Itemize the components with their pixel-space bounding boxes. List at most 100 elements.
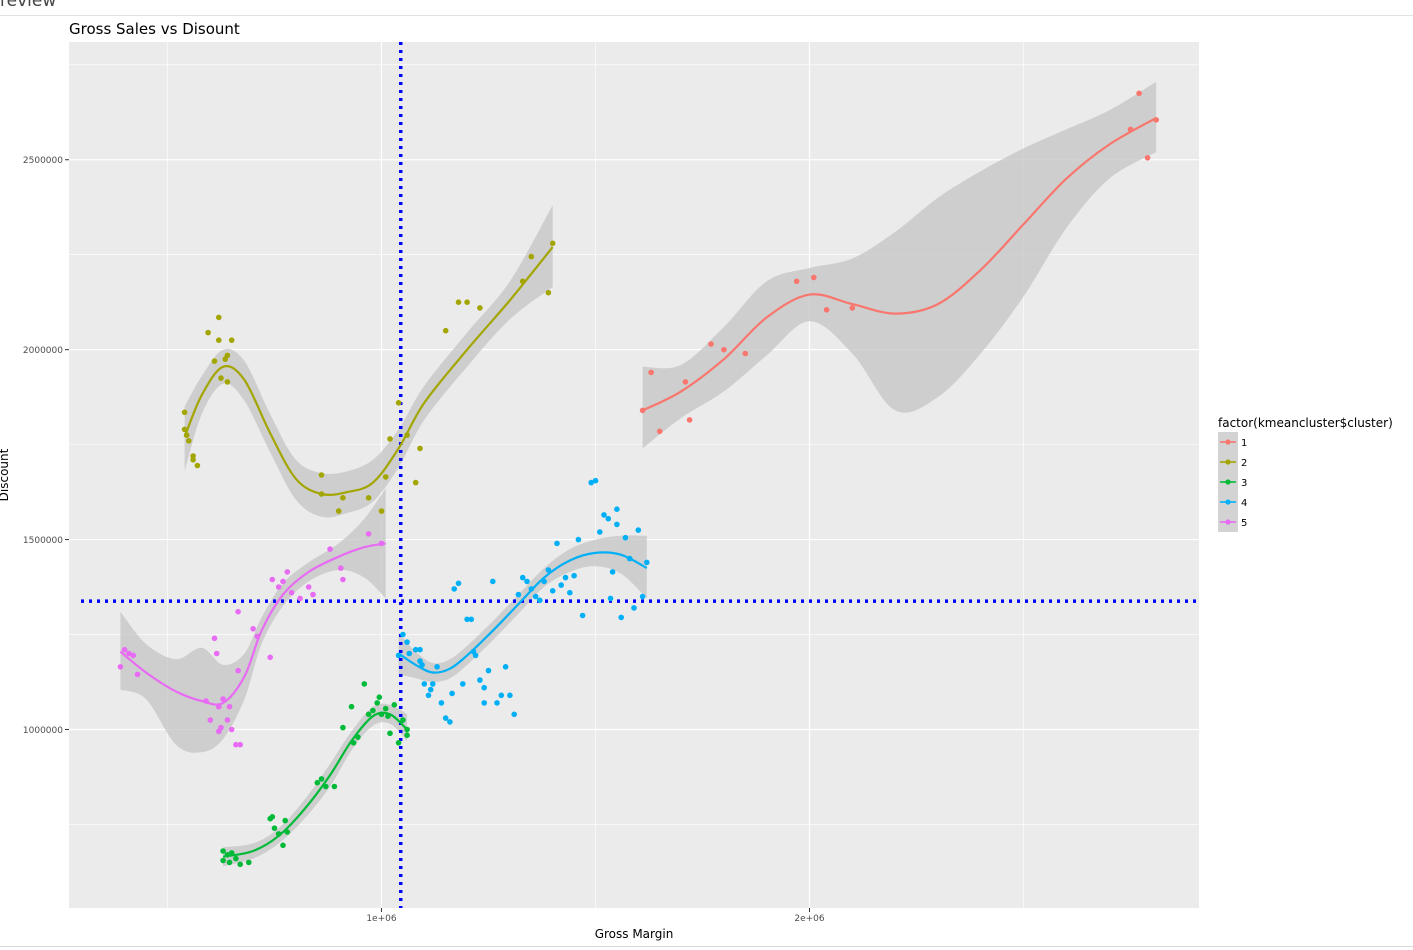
point-cluster-3 [385,713,391,719]
point-cluster-5 [340,576,346,583]
point-cluster-1 [811,274,817,281]
point-cluster-5 [338,565,344,571]
point-cluster-5 [211,635,218,642]
point-cluster-5 [235,608,241,615]
point-cluster-3 [331,783,338,790]
point-cluster-4 [507,692,513,699]
point-cluster-5 [378,540,385,547]
point-cluster-1 [721,346,727,353]
point-cluster-3 [271,825,278,831]
point-cluster-3 [284,829,291,835]
point-cluster-4 [614,506,620,512]
point-cluster-3 [404,732,410,738]
point-cluster-4 [588,479,594,486]
legend-label-5: 5 [1241,518,1247,529]
point-cluster-5 [117,664,124,670]
point-cluster-3 [395,740,402,746]
point-cluster-3 [374,700,381,706]
x-tick-label: 1e+06 [366,914,397,924]
point-cluster-3 [400,717,406,723]
point-cluster-2 [412,479,419,486]
x-tick-label: 2e+06 [794,914,825,924]
point-cluster-2 [387,436,393,442]
point-cluster-3 [355,734,361,740]
legend-dot-4 [1225,499,1231,505]
point-cluster-2 [318,491,325,497]
point-cluster-1 [742,350,749,357]
point-cluster-4 [472,652,479,659]
point-cluster-4 [468,616,475,623]
point-cluster-5 [228,726,235,733]
point-cluster-3 [226,859,233,866]
point-cluster-5 [254,633,261,640]
point-cluster-1 [823,307,830,313]
legend-label-3: 3 [1241,478,1247,489]
point-cluster-2 [218,375,224,381]
point-cluster-4 [607,595,614,602]
point-cluster-2 [455,299,462,306]
point-cluster-4 [427,686,434,693]
point-cluster-4 [519,574,526,581]
point-cluster-3 [233,855,239,862]
point-cluster-4 [614,521,620,528]
point-cluster-4 [562,574,569,581]
legend-title: factor(kmeancluster$cluster) [1218,416,1393,430]
legend-dot-5 [1225,519,1231,525]
point-cluster-4 [635,527,642,533]
point-cluster-2 [211,358,218,364]
point-cluster-4 [404,639,410,645]
point-cluster-4 [601,512,607,518]
point-cluster-4 [412,646,419,653]
point-cluster-5 [275,584,282,590]
point-cluster-3 [275,831,282,837]
point-cluster-1 [648,369,654,376]
y-tick-label: 1500000 [23,536,63,546]
point-cluster-4 [502,664,509,670]
y-axis-label: Discount [0,448,11,501]
chart-title: Gross Sales vs Disount [69,20,240,38]
point-cluster-4 [545,567,552,573]
point-cluster-3 [220,857,226,864]
smooth-line-5 [119,542,386,706]
point-cluster-4 [494,700,500,706]
point-cluster-2 [224,379,231,385]
point-cluster-2 [404,432,410,438]
point-cluster-5 [280,578,286,585]
point-cluster-4 [417,646,423,653]
point-cluster-5 [288,589,295,596]
point-cluster-3 [269,814,276,820]
point-cluster-4 [451,586,458,592]
point-cluster-4 [575,536,582,543]
point-cluster-1 [1144,155,1151,161]
point-cluster-3 [280,842,286,849]
confidence-bands [120,81,1157,867]
point-cluster-5 [305,584,312,590]
point-cluster-4 [626,555,633,562]
window-label: review [0,0,57,11]
point-cluster-2 [340,495,346,501]
point-cluster-2 [365,495,372,501]
point-cluster-4 [618,614,624,621]
legend-label-4: 4 [1241,498,1247,509]
point-cluster-5 [365,531,372,537]
point-cluster-5 [226,703,233,710]
point-cluster-4 [421,681,428,687]
point-cluster-2 [194,462,201,469]
axis-ticks: 1000000 1500000 2000000 2500000 1e+06 2e+06 [23,156,825,924]
point-cluster-4 [481,700,488,706]
point-cluster-4 [464,616,470,623]
legend-dot-3 [1225,479,1231,485]
point-cluster-2 [442,327,449,334]
point-cluster-4 [498,692,505,699]
point-cluster-4 [400,631,406,638]
point-cluster-4 [524,578,530,585]
smooth-line-4 [397,551,648,674]
point-cluster-4 [425,692,432,699]
point-cluster-3 [282,817,289,824]
point-cluster-2 [183,432,190,438]
point-cluster-2 [205,329,211,336]
point-cluster-4 [511,711,517,718]
point-cluster-4 [485,667,492,674]
bottom-divider [0,946,1413,947]
